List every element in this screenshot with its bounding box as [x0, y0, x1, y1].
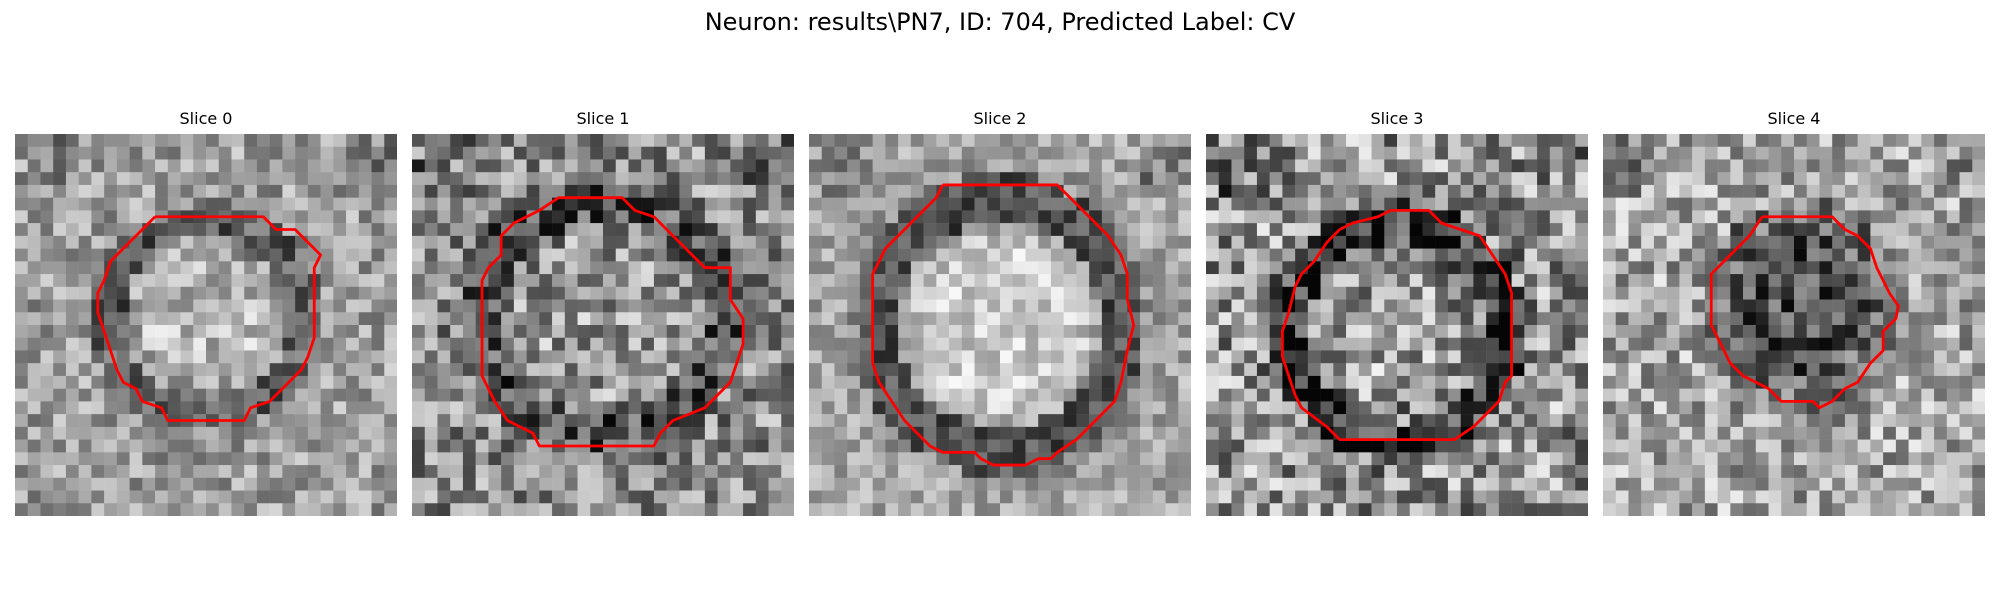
- figure-title: Neuron: results\PN7, ID: 704, Predicted …: [704, 8, 1296, 36]
- slice-title: Slice 3: [1370, 109, 1424, 128]
- slice-image-4: [1603, 134, 1985, 516]
- slice-title: Slice 2: [973, 109, 1027, 128]
- slice-panel-3: Slice 3: [1206, 108, 1588, 520]
- slice-image-1: [412, 134, 794, 516]
- contour-line: [1280, 208, 1514, 442]
- slice-panel-0: Slice 0: [15, 108, 397, 520]
- slice-image-0: [15, 134, 397, 516]
- contour-line: [871, 183, 1136, 467]
- slice-title: Slice 4: [1767, 109, 1821, 128]
- slice-panel-2: Slice 2: [809, 108, 1191, 520]
- contour-line: [96, 215, 323, 422]
- slice-image-2: [809, 134, 1191, 516]
- slice-panel-4: Slice 4: [1603, 108, 1985, 520]
- contour-line: [1709, 215, 1900, 410]
- slice-panel-1: Slice 1: [412, 108, 794, 520]
- slice-title: Slice 1: [576, 109, 630, 128]
- contour-line: [480, 196, 745, 448]
- slice-title: Slice 0: [179, 109, 233, 128]
- slice-image-3: [1206, 134, 1588, 516]
